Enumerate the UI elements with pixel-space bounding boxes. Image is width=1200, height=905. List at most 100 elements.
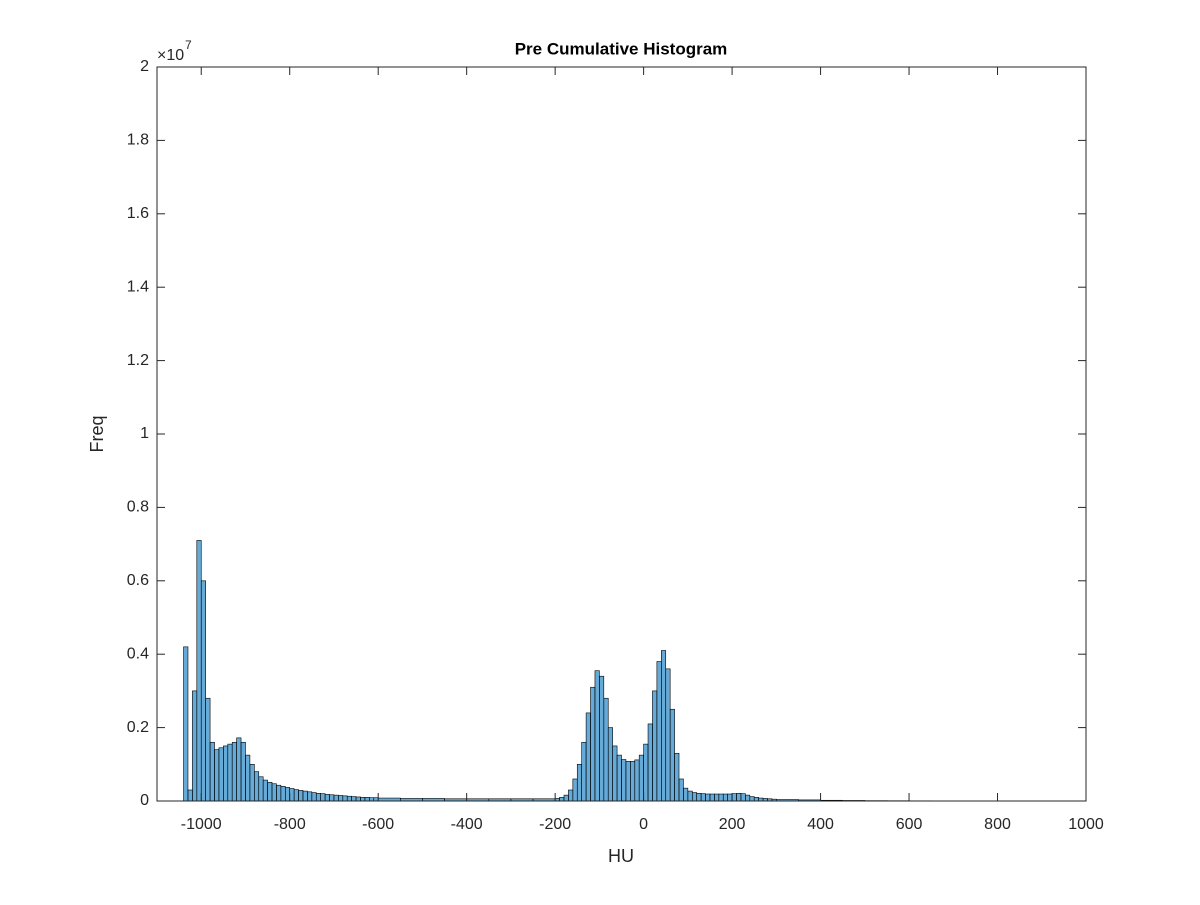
bar <box>232 742 236 801</box>
y-axis-label: Freq <box>87 415 107 452</box>
bar <box>613 746 617 801</box>
bar <box>582 742 586 801</box>
bar <box>608 728 612 801</box>
bar <box>745 795 749 801</box>
bar <box>706 794 710 801</box>
bar <box>591 687 595 801</box>
bar <box>241 742 245 801</box>
chart-title: Pre Cumulative Histogram <box>515 39 728 58</box>
bar <box>356 797 360 801</box>
bar <box>307 792 311 801</box>
bar <box>321 794 325 801</box>
y-tick-label: 2 <box>140 58 149 75</box>
y-tick-label: 0.8 <box>127 499 149 516</box>
bar <box>223 746 227 801</box>
bar <box>670 709 674 801</box>
bar <box>201 581 205 801</box>
bar <box>648 724 652 801</box>
y-tick-label: 1 <box>140 425 149 442</box>
bar <box>626 761 630 801</box>
bar <box>692 793 696 801</box>
y-tick-label: 1.4 <box>127 278 149 295</box>
bar <box>188 790 192 801</box>
bar <box>268 782 272 801</box>
bar <box>263 780 267 801</box>
bar <box>184 647 188 801</box>
bar <box>272 784 276 801</box>
bar <box>688 791 692 801</box>
bar <box>754 797 758 801</box>
y-tick-label: 0.2 <box>127 719 149 736</box>
bar <box>294 790 298 801</box>
bar <box>719 794 723 801</box>
y-multiplier: ×10 <box>157 47 184 64</box>
y-tick-label: 1.8 <box>127 132 149 149</box>
x-tick-label: 400 <box>807 816 834 833</box>
bar <box>303 791 307 801</box>
bar <box>568 790 572 801</box>
bar <box>679 779 683 801</box>
bar <box>290 789 294 801</box>
x-tick-label: -800 <box>274 816 306 833</box>
bar <box>657 662 661 801</box>
bar <box>192 691 196 801</box>
bar <box>564 795 568 801</box>
bar <box>732 794 736 801</box>
bar <box>197 540 201 801</box>
bar <box>325 794 329 801</box>
x-axis-label: HU <box>608 846 634 866</box>
bar <box>697 793 701 801</box>
bar <box>228 744 232 801</box>
bar <box>630 761 634 801</box>
bar <box>360 797 364 801</box>
bar <box>639 755 643 801</box>
bar <box>259 777 263 801</box>
bar <box>701 794 705 801</box>
bar <box>577 764 581 801</box>
bar <box>334 795 338 801</box>
bar <box>312 793 316 801</box>
bar <box>285 787 289 801</box>
bar <box>652 691 656 801</box>
x-tick-label: -400 <box>451 816 483 833</box>
x-tick-label: 1000 <box>1068 816 1104 833</box>
bar <box>560 797 564 801</box>
bar <box>573 779 577 801</box>
bar <box>710 794 714 801</box>
bar <box>683 788 687 801</box>
y-tick-label: 1.6 <box>127 205 149 222</box>
bar <box>299 790 303 801</box>
x-tick-label: 600 <box>896 816 923 833</box>
y-tick-label: 0.6 <box>127 572 149 589</box>
bar <box>728 794 732 801</box>
bar <box>330 795 334 801</box>
bar <box>347 796 351 801</box>
y-tick-label: 1.2 <box>127 352 149 369</box>
x-tick-label: 0 <box>639 816 648 833</box>
bar <box>666 669 670 801</box>
bar <box>250 764 254 801</box>
bar <box>675 753 679 801</box>
bar <box>281 786 285 801</box>
bar <box>595 671 599 801</box>
bar <box>661 651 665 801</box>
bar <box>210 742 214 801</box>
y-tick-label: 0.4 <box>127 645 149 662</box>
bar <box>644 744 648 801</box>
bar <box>741 794 745 801</box>
bar <box>276 785 280 801</box>
bar <box>352 797 356 801</box>
bar <box>219 748 223 801</box>
bar <box>599 676 603 801</box>
bar <box>750 797 754 801</box>
y-tick-label: 0 <box>140 792 149 809</box>
bar <box>215 750 219 801</box>
bar <box>365 797 369 801</box>
bar <box>206 698 210 801</box>
x-tick-label: -1000 <box>181 816 222 833</box>
bar <box>237 738 241 801</box>
bar <box>254 772 258 801</box>
bar <box>245 755 249 801</box>
x-tick-label: 800 <box>984 816 1011 833</box>
